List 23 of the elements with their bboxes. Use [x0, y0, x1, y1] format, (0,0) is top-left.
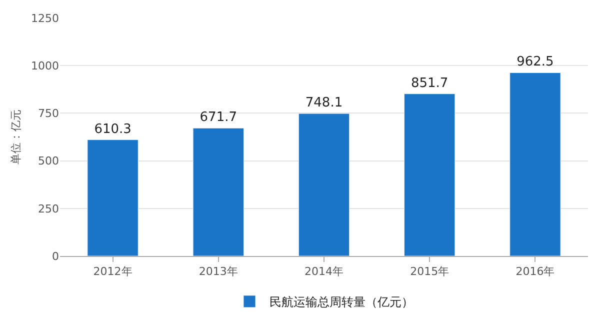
y-axis-title: 单位：亿元 — [10, 110, 23, 164]
x-tick-label: 2015年 — [410, 265, 450, 278]
y-tick-label: 0 — [52, 250, 59, 263]
y-tick-label: 1000 — [31, 59, 59, 72]
data-label: 671.7 — [200, 110, 238, 126]
y-tick-label: 250 — [38, 202, 59, 216]
x-tick-label: 2013年 — [198, 265, 238, 278]
bar — [298, 113, 350, 256]
data-label: 962.5 — [516, 54, 554, 70]
data-label: 851.7 — [410, 76, 448, 91]
y-tick-label: 500 — [38, 154, 59, 168]
bar — [192, 128, 244, 256]
data-label: 748.1 — [305, 96, 343, 111]
data-label: 610.3 — [94, 122, 132, 137]
x-tick-label: 2016年 — [516, 265, 555, 278]
bar — [404, 94, 456, 256]
bar — [510, 72, 561, 256]
y-tick-label: 1250 — [31, 12, 59, 25]
bar — [87, 140, 138, 256]
x-tick-label: 2012年 — [93, 265, 132, 278]
x-tick-label: 2014年 — [304, 265, 344, 278]
y-tick-label: 750 — [38, 107, 59, 120]
legend-label: 民航运输总周转量（亿元） — [270, 295, 414, 310]
